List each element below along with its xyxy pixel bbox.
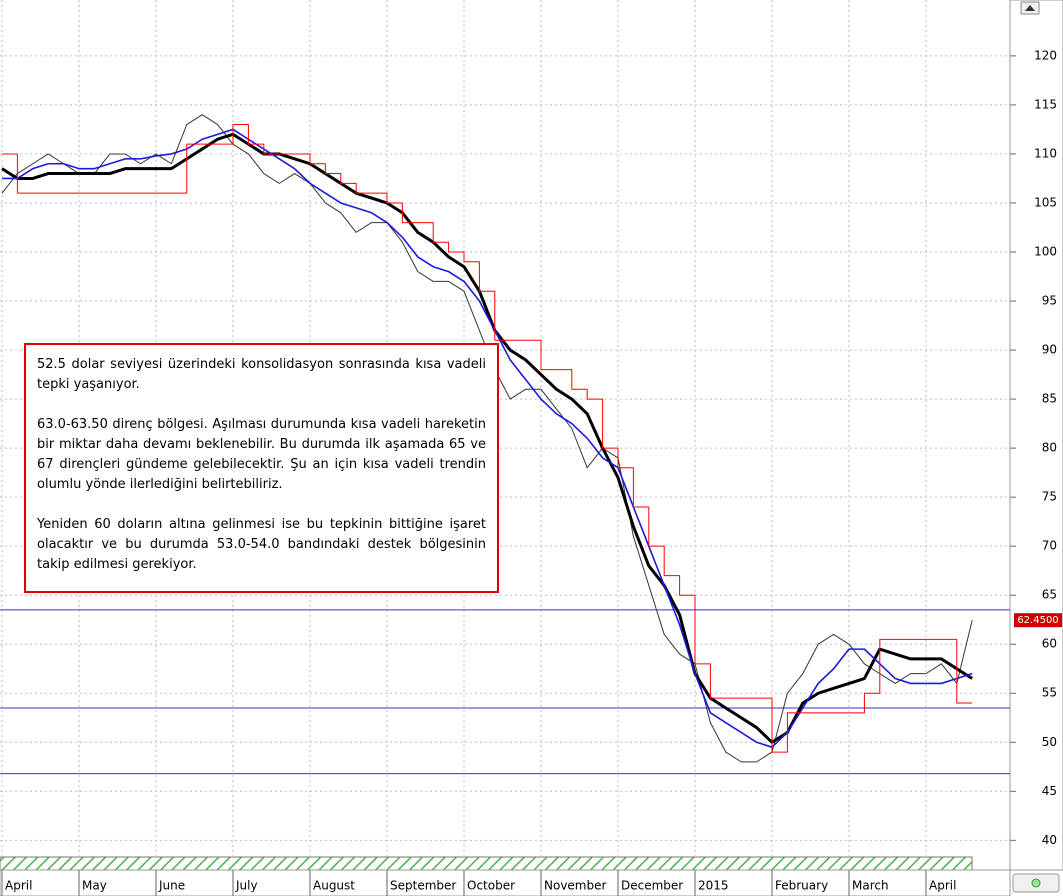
y-tick-label: 65	[1042, 588, 1057, 602]
y-axis-panel	[1009, 0, 1063, 871]
y-tick-label: 85	[1042, 392, 1057, 406]
y-tick-label: 60	[1042, 637, 1057, 651]
x-tick-label: April	[5, 879, 32, 893]
annotation-text: 63.0-63.50 direnç bölgesi. Aşılması duru…	[37, 417, 486, 492]
annotation-text: 52.5 dolar seviyesi üzerindeki konsolida…	[37, 357, 486, 392]
y-tick-label: 50	[1042, 735, 1057, 749]
y-tick-label: 45	[1042, 784, 1057, 798]
marks: 62.4500	[0, 114, 1062, 775]
y-tick-label: 80	[1042, 441, 1057, 455]
y-tick-label: 90	[1042, 343, 1057, 357]
x-tick-label: April	[929, 879, 956, 893]
series-line	[2, 128, 973, 748]
x-axis-panel	[0, 869, 1011, 896]
price-marker-label: 62.4500	[1017, 615, 1058, 626]
scroll-strip	[0, 856, 973, 871]
series-line	[2, 124, 973, 753]
x-tick-label: February	[775, 879, 828, 893]
x-tick-label: September	[390, 879, 456, 893]
y-tick-label: 110	[1034, 146, 1057, 160]
y-tick-label: 70	[1042, 539, 1057, 553]
x-tick-label: October	[467, 879, 515, 893]
x-tick-label: 2015	[698, 879, 729, 893]
y-tick-label: 100	[1034, 245, 1057, 259]
x-tick-label: November	[544, 879, 606, 893]
y-tick-label: 55	[1042, 686, 1057, 700]
x-tick-label: June	[158, 879, 185, 893]
y-tick-label: 75	[1042, 490, 1057, 504]
x-tick-label: May	[82, 879, 107, 893]
x-tick-label: July	[235, 879, 258, 893]
y-tick-label: 105	[1034, 195, 1057, 209]
price-marker	[1014, 613, 1062, 628]
x-tick-label: March	[852, 879, 889, 893]
scroll-arrow	[1025, 5, 1035, 11]
y-tick-label: 120	[1034, 48, 1057, 62]
x-tick-label: December	[621, 879, 683, 893]
status-light	[1031, 878, 1041, 888]
y-tick-label: 95	[1042, 294, 1057, 308]
y-tick-label: 40	[1042, 833, 1057, 847]
y-tick-label: 115	[1034, 97, 1057, 111]
annotation-box: 52.5 dolar seviyesi üzerindeki konsolida…	[24, 343, 499, 593]
x-tick-label: August	[313, 879, 355, 893]
series-line	[1, 132, 974, 744]
annotation-text: Yeniden 60 doların altına gelinmesi ise …	[37, 517, 486, 572]
